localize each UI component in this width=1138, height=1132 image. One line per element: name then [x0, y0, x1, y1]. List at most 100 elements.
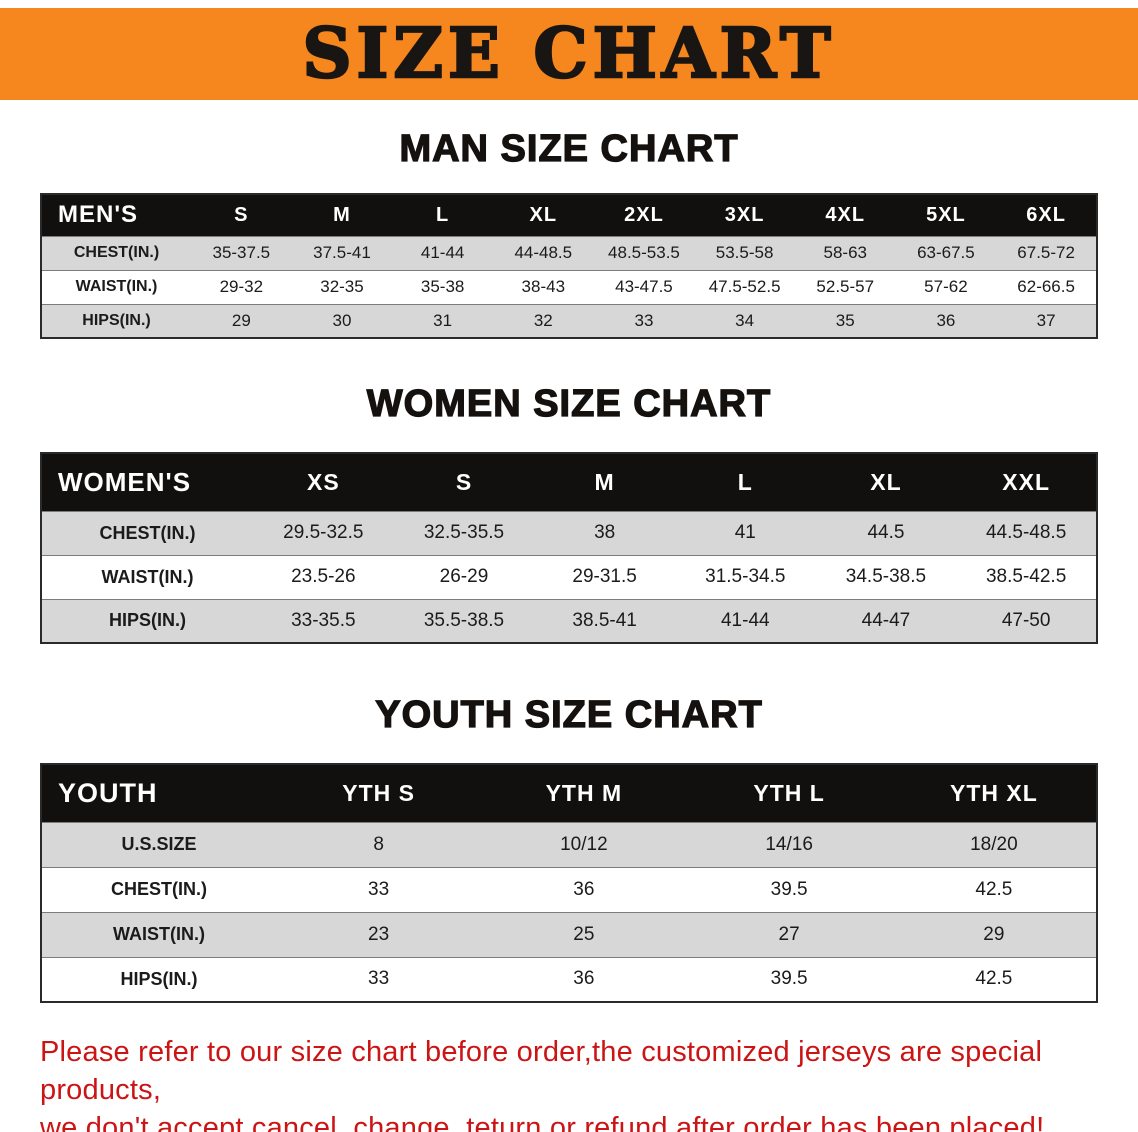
size-value: 48.5-53.5 [593, 235, 695, 270]
youth-size-column-header: YTH M [481, 764, 687, 822]
youth-measure-row: WAIST(IN.) 23 25 27 29 [41, 911, 1097, 957]
page-title: SIZE CHART [301, 14, 836, 94]
youth-size-column-header: YTH XL [891, 764, 1097, 822]
size-value: 29 [891, 911, 1097, 957]
size-value: 36 [895, 303, 997, 338]
men-measure-row: CHEST(IN.) 35-37.5 37.5-41 41-44 44-48.5 48.5… [41, 235, 1097, 270]
size-value: 31 [392, 303, 493, 338]
women-measure-row: WAIST(IN.) 23.5-26 26-29 29-31.5 31.5-34.5 34… [41, 554, 1097, 599]
size-chart-banner: SIZE CHART [0, 8, 1138, 100]
size-value: 42.5 [891, 956, 1097, 1002]
men-measure-row: HIPS(IN.) 29 30 31 32 33 34 35 36 37 [41, 303, 1097, 338]
size-value: 44.5 [815, 510, 957, 555]
size-value: 44-47 [815, 598, 957, 643]
row-label: WAIST(IN.) [41, 554, 253, 599]
size-value: 57-62 [895, 269, 997, 304]
men-size-column-header: 6XL [996, 194, 1097, 236]
women-size-column-header: S [393, 453, 535, 511]
row-label: WAIST(IN.) [41, 911, 276, 957]
youth-size-column-header: YTH S [276, 764, 482, 822]
women-table-title: WOMEN'S [41, 453, 253, 511]
women-measure-row: CHEST(IN.) 29.5-32.5 32.5-35.5 38 41 44.5 44.5… [41, 510, 1097, 555]
women-size-column-header: XL [815, 453, 957, 511]
men-table-body: CHEST(IN.) 35-37.5 37.5-41 41-44 44-48.5 48.5… [41, 235, 1097, 338]
men-size-column-header: 5XL [895, 194, 997, 236]
size-value: 14/16 [686, 821, 892, 867]
men-measure-row: WAIST(IN.) 29-32 32-35 35-38 38-43 43-47.5 47.… [41, 269, 1097, 304]
size-value: 53.5-58 [694, 235, 795, 270]
size-value: 52.5-57 [794, 269, 896, 304]
size-value: 38.5-41 [534, 598, 675, 643]
size-value: 47-50 [956, 598, 1097, 643]
size-value: 37.5-41 [291, 235, 393, 270]
size-value: 33 [276, 866, 482, 912]
youth-table-title: YOUTH [41, 764, 276, 822]
size-value: 33 [276, 956, 482, 1002]
women-size-column-header: XS [253, 453, 394, 511]
youth-measure-row: HIPS(IN.) 33 36 39.5 42.5 [41, 956, 1097, 1002]
men-chart-heading: MAN SIZE CHART [399, 127, 739, 170]
size-value: 34.5-38.5 [815, 554, 957, 599]
size-value: 34 [694, 303, 795, 338]
size-value: 32.5-35.5 [393, 510, 535, 555]
size-value: 37 [996, 303, 1097, 338]
youth-size-column-header: YTH L [686, 764, 892, 822]
size-value: 36 [481, 866, 687, 912]
size-value: 30 [291, 303, 393, 338]
size-value: 36 [481, 956, 687, 1002]
women-size-chart-section: WOMEN SIZE CHART WOMEN'S XS S M L XL XXL CHEST… [0, 382, 1138, 644]
size-value: 10/12 [481, 821, 687, 867]
youth-chart-heading: YOUTH SIZE CHART [375, 693, 763, 736]
size-value: 63-67.5 [895, 235, 997, 270]
size-value: 42.5 [891, 866, 1097, 912]
size-value: 44-48.5 [492, 235, 594, 270]
row-label: WAIST(IN.) [41, 269, 191, 304]
row-label: U.S.SIZE [41, 821, 276, 867]
women-size-column-header: XXL [956, 453, 1097, 511]
size-value: 29 [191, 303, 292, 338]
size-value: 38-43 [492, 269, 594, 304]
youth-measure-row: U.S.SIZE 8 10/12 14/16 18/20 [41, 821, 1097, 867]
row-label: HIPS(IN.) [41, 303, 191, 338]
row-label: HIPS(IN.) [41, 598, 253, 643]
women-size-column-header: M [534, 453, 675, 511]
row-label: CHEST(IN.) [41, 235, 191, 270]
youth-header-row: YOUTH YTH S YTH M YTH L YTH XL [41, 764, 1097, 822]
men-size-chart-section: MAN SIZE CHART MEN'S S M L XL 2XL 3XL 4XL 5XL 6XL… [0, 127, 1138, 339]
size-value: 35.5-38.5 [393, 598, 535, 643]
size-value: 35-37.5 [191, 235, 292, 270]
size-value: 47.5-52.5 [694, 269, 795, 304]
men-header-row: MEN'S S M L XL 2XL 3XL 4XL 5XL 6XL [41, 194, 1097, 236]
size-value: 38.5-42.5 [956, 554, 1097, 599]
row-label: CHEST(IN.) [41, 866, 276, 912]
women-measure-row: HIPS(IN.) 33-35.5 35.5-38.5 38.5-41 41-44 44-… [41, 598, 1097, 643]
notice-line-2: we don't accept cancel, change, teturn o… [40, 1112, 1045, 1132]
men-size-column-header: M [291, 194, 393, 236]
women-size-column-header: L [674, 453, 816, 511]
size-value: 41 [674, 510, 816, 555]
women-header-row: WOMEN'S XS S M L XL XXL [41, 453, 1097, 511]
size-value: 29-31.5 [534, 554, 675, 599]
men-size-column-header: 3XL [694, 194, 795, 236]
size-value: 35 [794, 303, 896, 338]
size-value: 25 [481, 911, 687, 957]
youth-size-chart-section: YOUTH SIZE CHART YOUTH YTH S YTH M YTH L YTH… [0, 693, 1138, 1003]
men-size-table: MEN'S S M L XL 2XL 3XL 4XL 5XL 6XL CHEST(IN.) 35-3… [40, 193, 1098, 339]
size-value: 32-35 [291, 269, 393, 304]
women-chart-heading: WOMEN SIZE CHART [366, 382, 772, 425]
size-value: 23 [276, 911, 482, 957]
size-value: 35-38 [392, 269, 493, 304]
size-value: 58-63 [794, 235, 896, 270]
women-size-table: WOMEN'S XS S M L XL XXL CHEST(IN.) 29.5-32.5 32.… [40, 452, 1098, 644]
size-value: 8 [276, 821, 482, 867]
size-value: 44.5-48.5 [956, 510, 1097, 555]
size-value: 23.5-26 [253, 554, 394, 599]
youth-size-table: YOUTH YTH S YTH M YTH L YTH XL U.S.SIZE 8 10/1… [40, 763, 1098, 1003]
youth-measure-row: CHEST(IN.) 33 36 39.5 42.5 [41, 866, 1097, 912]
men-size-column-header: 4XL [794, 194, 896, 236]
size-value: 67.5-72 [996, 235, 1097, 270]
size-value: 29-32 [191, 269, 292, 304]
size-value: 38 [534, 510, 675, 555]
size-value: 26-29 [393, 554, 535, 599]
